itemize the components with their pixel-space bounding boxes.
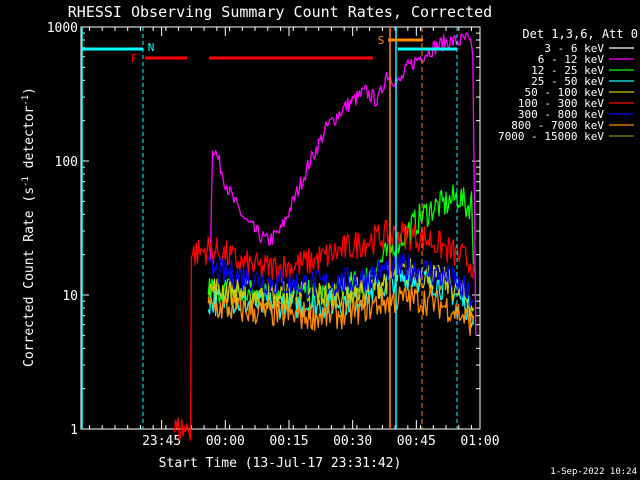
x-tick-label: 00:15 bbox=[269, 434, 308, 449]
x-tick-label: 00:45 bbox=[397, 434, 436, 449]
marker-n: N bbox=[148, 41, 155, 54]
y-axis-label-sup2: -1 bbox=[21, 95, 31, 106]
series-line bbox=[209, 32, 477, 336]
series-line bbox=[207, 284, 475, 336]
y-axis-label-part2: detector bbox=[22, 106, 37, 177]
marker-s: S bbox=[378, 34, 385, 47]
x-tick-label: 23:45 bbox=[142, 434, 181, 449]
x-tick-label: 00:30 bbox=[333, 434, 372, 449]
legend-label: 7000 - 15000 keV bbox=[498, 130, 604, 143]
y-tick-label: 1000 bbox=[47, 21, 78, 36]
x-axis-label: Start Time (13-Jul-17 23:31:42) bbox=[159, 456, 402, 471]
x-tick-label: 01:00 bbox=[460, 434, 499, 449]
plot-area: 1 10 100 1000 23:45 00:00 00:15 00:30 00:45 01:00… bbox=[47, 21, 500, 449]
y-axis-label-part3: ) bbox=[22, 87, 37, 95]
y-tick-label: 100 bbox=[55, 155, 78, 170]
series-line bbox=[173, 219, 475, 441]
legend-label: 3 - 6 keV bbox=[544, 42, 604, 55]
legend-label: 12 - 25 keV bbox=[531, 64, 604, 77]
marker-f: F bbox=[131, 52, 138, 65]
series-line bbox=[207, 253, 474, 308]
x-tick-label: 00:00 bbox=[206, 434, 245, 449]
legend-label: 50 - 100 keV bbox=[525, 86, 605, 99]
legend-label: 100 - 300 keV bbox=[518, 97, 604, 110]
y-axis-label: Corrected Count Rate (s-1 detector-1) bbox=[21, 87, 37, 367]
legend-title: Det 1,3,6, Att 0 bbox=[522, 27, 638, 41]
legend-label: 25 - 50 keV bbox=[531, 75, 604, 88]
y-axis-label-sup1: -1 bbox=[21, 176, 31, 187]
y-tick-label: 10 bbox=[62, 289, 78, 304]
y-axis-label-part1: Corrected Count Rate (s bbox=[22, 187, 37, 367]
legend-label: 300 - 800 keV bbox=[518, 108, 604, 121]
legend-label: 6 - 12 keV bbox=[538, 53, 605, 66]
y-tick-label: 1 bbox=[70, 423, 78, 438]
series-line bbox=[194, 90, 477, 203]
timestamp: 1-Sep-2022 10:24 bbox=[550, 467, 637, 477]
legend-label: 800 - 7000 keV bbox=[511, 119, 604, 132]
chart-title: RHESSI Observing Summary Count Rates, Co… bbox=[68, 3, 492, 21]
